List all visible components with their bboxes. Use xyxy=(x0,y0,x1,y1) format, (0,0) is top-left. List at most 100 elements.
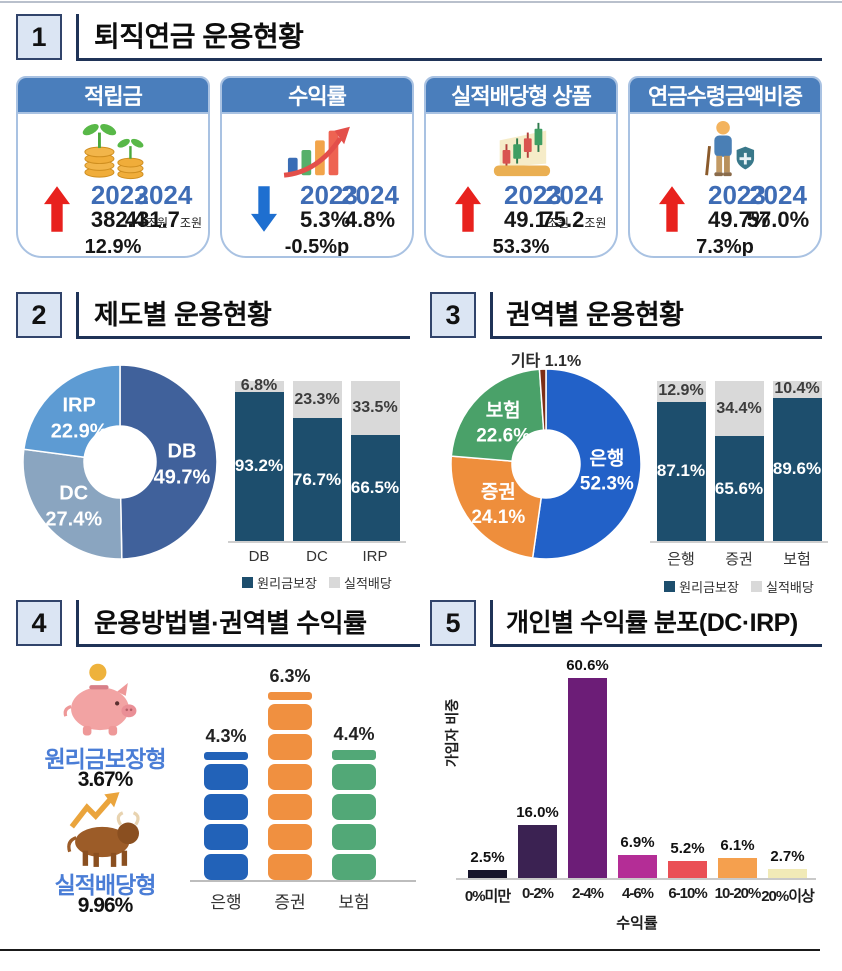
segmented-bar-은행: 4.3% xyxy=(204,726,248,880)
trend-arrow-icon xyxy=(432,183,504,235)
x-axis-label: 수익률 xyxy=(616,915,658,932)
value-2024: 75.2조원 xyxy=(541,207,607,232)
donut-slice-label: IRP 22.9% xyxy=(51,394,108,442)
category-labels: 은행 증권 보험 xyxy=(650,548,828,569)
principal-protected-value: 3.67% xyxy=(77,768,134,791)
stacked-bar-은행: 12.9% 87.1% xyxy=(656,381,706,541)
bar-block xyxy=(268,704,312,730)
segment-value: 33.5% xyxy=(352,398,398,416)
year-2023: 2023 xyxy=(90,180,149,210)
top-divider xyxy=(0,1,842,3)
y-axis-label: 가입자 비중 xyxy=(444,698,460,768)
segment-원리금보장: 66.5% xyxy=(350,434,400,541)
segment-원리금보장: 89.6% xyxy=(772,397,822,541)
donut-slice-label: 증권 24.1% xyxy=(471,481,525,528)
year-2024: 2024 xyxy=(749,180,807,210)
chart-category-labels: 0%미만 0-2% 2-4% 4-6% 6-10% 10-20% 20%이상 xyxy=(462,885,818,905)
trend-arrow-icon xyxy=(228,183,300,235)
value-2023: 49.1조원 xyxy=(504,207,569,232)
category-label: 6-10% xyxy=(668,885,707,902)
trend-arrow-icon xyxy=(636,183,708,235)
segment-value: 65.6% xyxy=(714,478,764,498)
section2-title-rule xyxy=(76,292,79,338)
chart-baseline xyxy=(456,878,816,880)
performance-dividend-label: 실적배당형 xyxy=(54,872,157,898)
year-2024: 2024 xyxy=(134,180,193,210)
category-label: 보험 xyxy=(338,893,370,912)
distribution-bar-4-6% xyxy=(618,855,657,878)
year-2023: 2023 xyxy=(504,180,562,210)
legend-item: 실적배당 xyxy=(750,577,814,596)
category-label: 은행 xyxy=(667,551,695,568)
segment-value: 6.8% xyxy=(240,377,278,395)
value-2023: 5.3% xyxy=(300,207,351,232)
segment-value: 66.5% xyxy=(350,477,400,497)
category-label: 은행 xyxy=(210,893,242,912)
segment-value: 34.4% xyxy=(716,399,762,417)
delta-value: 53.3% xyxy=(492,236,550,258)
legend-swatch xyxy=(242,577,254,588)
stacked-bar-DC: 23.3% 76.7% xyxy=(292,381,342,541)
category-label: 0-2% xyxy=(521,885,554,902)
stacked-bar-DB: 6.8% 93.2% xyxy=(234,377,284,541)
segment-실적배당: 34.4% xyxy=(714,381,764,437)
bar-value-label: 4.3% xyxy=(205,726,247,746)
card-dividend-products: 실적배당형 상품 2023 49.1조원 xyxy=(424,76,618,258)
section5-title: 개인별 수익률 분포(DC·IRP) xyxy=(506,609,798,637)
distribution-bar-20%이상 xyxy=(768,869,807,878)
trend-arrow-icon xyxy=(24,183,91,235)
bar-block xyxy=(204,794,248,820)
segment-원리금보장: 87.1% xyxy=(656,401,706,541)
donut-slice xyxy=(450,455,543,559)
category-label: 10-20% xyxy=(714,885,762,902)
segment-value: 93.2% xyxy=(234,456,284,476)
segment-value: 87.1% xyxy=(656,461,706,481)
segment-value: 23.3% xyxy=(294,390,340,408)
bar-value-label: 60.6% xyxy=(566,657,609,674)
section3-title-rule xyxy=(490,292,493,338)
category-label: 4-6% xyxy=(621,885,654,902)
bar-value-label: 16.0% xyxy=(516,804,559,821)
section2-title: 제도별 운용현황 xyxy=(94,300,272,330)
chart-category-labels: 은행 증권 보험 xyxy=(204,888,376,913)
section5-underline xyxy=(490,644,822,647)
legend-label: 실적배당 xyxy=(765,580,814,595)
section4-number: 4 xyxy=(16,600,62,646)
legend-item: 실적배당 xyxy=(328,573,392,592)
return-rate-bar-chart: 4.3% 6.3% 4.4% xyxy=(204,660,376,880)
card-return-rate: 수익률 2023 5.3% 2024 4.8% - xyxy=(220,76,414,258)
candlestick-icon xyxy=(426,118,616,182)
category-label: IRP xyxy=(362,548,388,565)
section3-underline xyxy=(490,336,822,339)
value-2023: 382.4조원 xyxy=(90,207,168,232)
bar-block xyxy=(204,854,248,880)
donut-slice-label: 은행 52.3% xyxy=(580,447,634,494)
bar-block xyxy=(332,854,376,880)
chart-legend: 원리금보장 실적배당 xyxy=(650,577,828,596)
donut-slice xyxy=(450,368,545,462)
growth-bars-icon xyxy=(222,118,412,182)
distribution-bar-0-2% xyxy=(518,825,557,878)
delta-value: -0.5%p xyxy=(284,236,350,258)
section4-underline xyxy=(76,644,420,647)
legend-swatch xyxy=(328,577,340,588)
delta-value: 7.3%p xyxy=(696,236,754,258)
bar-block xyxy=(268,794,312,820)
legend-label: 실적배당 xyxy=(343,576,392,591)
bar-value-label: 2.7% xyxy=(770,848,805,865)
section1-title: 퇴직연금 운용현황 xyxy=(94,21,304,52)
category-label: 증권 xyxy=(274,893,306,912)
year-2023: 2023 xyxy=(708,180,766,210)
section1-underline xyxy=(76,58,822,61)
donut-slice xyxy=(22,448,123,560)
card-title: 수익률 xyxy=(222,78,412,114)
segment-value: 76.7% xyxy=(292,469,342,489)
segment-원리금보장: 76.7% xyxy=(292,418,342,541)
card-reserves: 적립금 2023 382.4조원 xyxy=(16,76,210,258)
section3-number: 3 xyxy=(430,292,476,338)
value-2024: 431.7조원 xyxy=(124,207,202,232)
segment-value: 12.9% xyxy=(658,382,704,400)
segment-원리금보장: 65.6% xyxy=(714,436,764,541)
bar-block xyxy=(204,824,248,850)
section1-number: 1 xyxy=(16,14,62,60)
